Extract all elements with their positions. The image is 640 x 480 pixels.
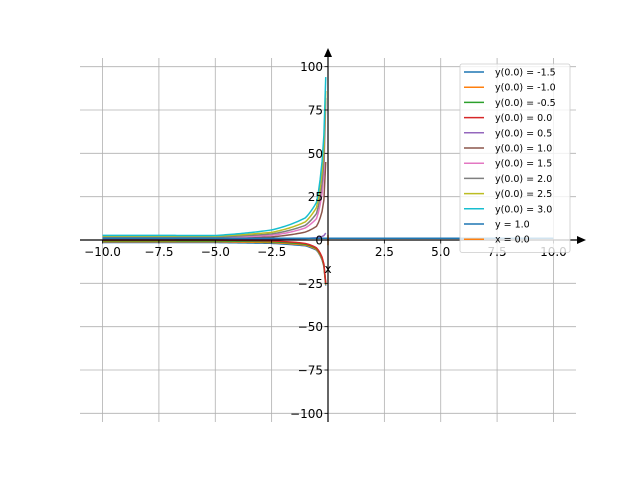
series-line [102, 90, 327, 237]
x-tick-label: −5.0 [201, 245, 230, 259]
x-tick-label: −2.5 [257, 245, 286, 259]
legend-label: y(0.0) = 1.5 [495, 159, 552, 170]
series-line [102, 240, 327, 285]
legend-label: y(0.0) = 0.0 [495, 113, 552, 124]
legend-label: y(0.0) = 3.0 [495, 204, 552, 215]
y-tick-label: 75 [308, 104, 323, 118]
legend: y(0.0) = -1.5 y(0.0) = -1.0 y(0.0) = -0.5 y… [459, 63, 571, 253]
legend-label: y(0.0) = 2.5 [495, 189, 552, 200]
x-tick-label: 5.0 [431, 245, 450, 259]
x-axis-label: x [324, 262, 331, 276]
series-line [102, 101, 327, 239]
y-tick-label: −25 [298, 277, 323, 291]
series-line [102, 77, 327, 237]
y-tick-label: 100 [300, 60, 323, 74]
series-line [102, 97, 327, 238]
legend-label: y = 1.0 [495, 220, 530, 231]
y-tick-label: −75 [298, 364, 323, 378]
x-tick-label: −7.5 [144, 245, 173, 259]
x-axis-arrow [577, 236, 586, 244]
series-line [102, 240, 327, 285]
x-tick-label: 2.5 [375, 245, 394, 259]
legend-label: y(0.0) = -0.5 [495, 98, 556, 109]
series-line [102, 241, 327, 286]
y-tick-label: 0 [315, 234, 323, 248]
legend-label: y(0.0) = -1.0 [495, 83, 556, 94]
y-tick-label: −100 [290, 407, 323, 421]
legend-label: y(0.0) = 2.0 [495, 174, 552, 185]
y-axis-arrow [324, 48, 332, 57]
x-tick-label: −10.0 [84, 245, 121, 259]
tick-labels: −10.0−7.5−5.0−2.52.55.07.510.0−100−75−50… [84, 60, 567, 421]
legend-label: x = 0.0 [495, 235, 530, 246]
y-tick-label: −50 [298, 320, 323, 334]
y-tick-label: 50 [308, 147, 323, 161]
legend-label: y(0.0) = 0.5 [495, 128, 552, 139]
legend-label: y(0.0) = -1.5 [495, 68, 556, 79]
legend-box [459, 63, 571, 253]
y-tick-label: 25 [308, 190, 323, 204]
legend-label: y(0.0) = 1.0 [495, 144, 552, 155]
